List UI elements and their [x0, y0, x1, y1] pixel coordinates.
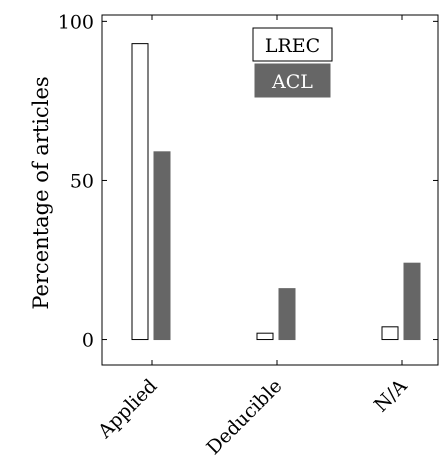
y-ticks: 0 50 100: [58, 11, 438, 352]
legend-lrec-box: [252, 27, 333, 62]
bars: [131, 43, 421, 341]
y-tick-label: 50: [70, 170, 94, 192]
plot-frame: [101, 14, 439, 366]
x-tick-label: Deducible: [202, 375, 286, 459]
legend-acl-box: [254, 63, 331, 98]
y-tick-label: 0: [82, 330, 94, 352]
bar-lrec-na: [381, 326, 399, 341]
x-tick-label: N/A: [370, 375, 412, 417]
legend: LREC ACL: [252, 27, 333, 98]
bar-acl-deducible: [278, 288, 296, 341]
plot-border: [101, 14, 439, 366]
legend-lrec-label: LREC: [265, 35, 320, 57]
legend-acl-label: ACL: [271, 71, 313, 93]
bar-lrec-applied: [131, 43, 149, 341]
bar-acl-na: [403, 262, 421, 341]
bar-lrec-deducible: [256, 332, 274, 341]
bar-acl-applied: [153, 151, 171, 341]
y-axis-label: Percentage of articles: [29, 76, 53, 309]
y-tick-label: 100: [58, 11, 94, 33]
x-tick-label: Applied: [93, 375, 161, 443]
